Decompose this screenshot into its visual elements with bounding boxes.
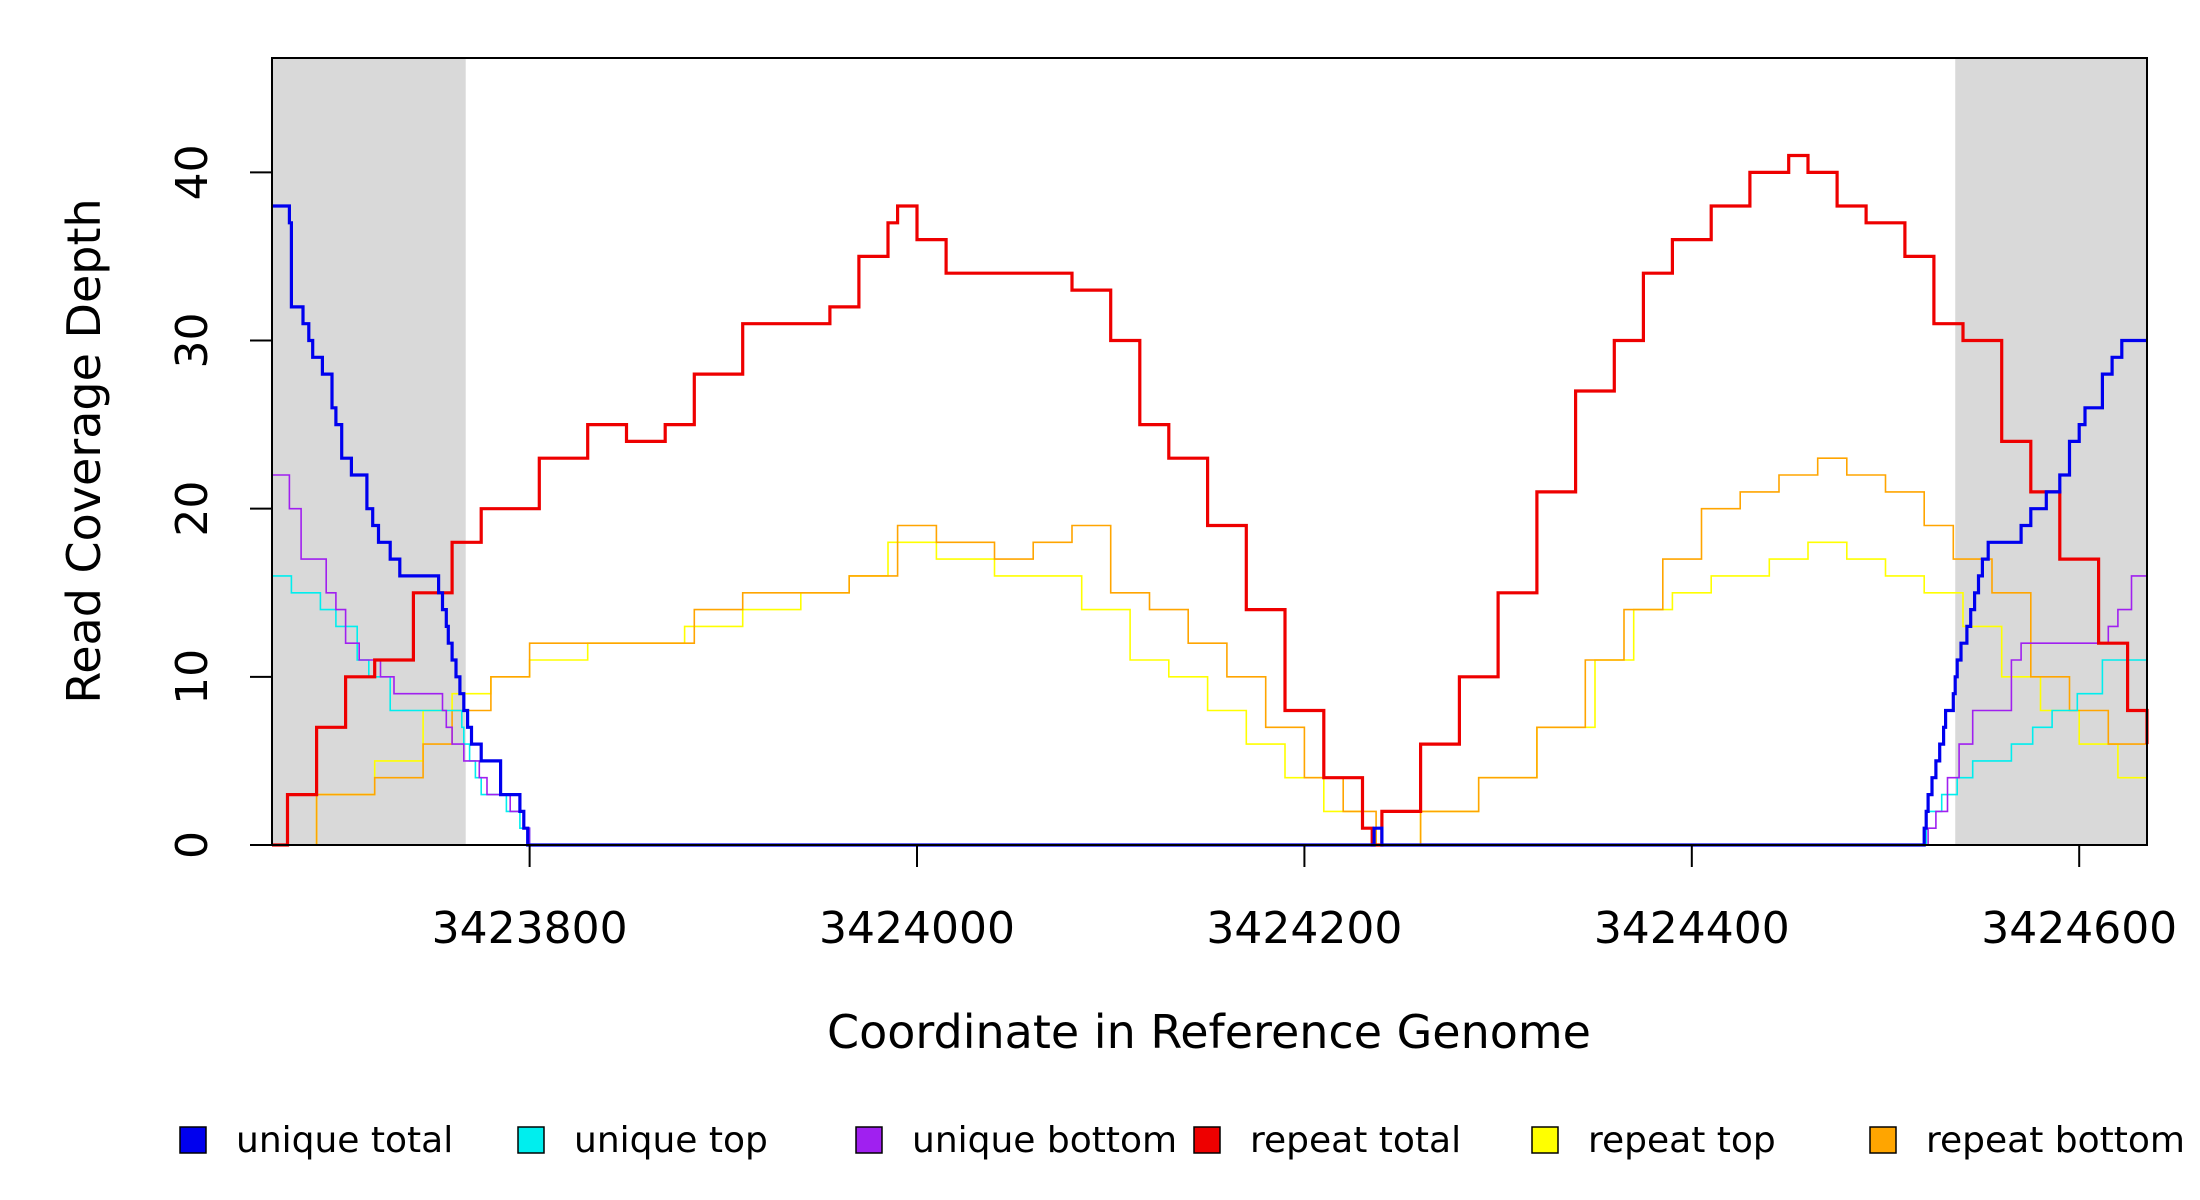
legend-item-unique-total: unique total: [179, 1120, 453, 1161]
x-axis: 3423800 3424000 3424200 3424400 3424600: [432, 845, 2177, 954]
legend-label: unique bottom: [912, 1120, 1177, 1161]
y-tick-label: 10: [167, 649, 218, 705]
legend-item-repeat-total: repeat total: [1193, 1120, 1461, 1161]
legend-label: repeat bottom: [1926, 1120, 2185, 1161]
y-axis-title: Read Coverage Depth: [57, 198, 111, 703]
legend-swatch: [517, 1126, 545, 1154]
x-tick-label: 3424200: [1206, 903, 1402, 954]
y-tick-label: 40: [167, 144, 218, 200]
series-lines: [272, 153, 2149, 847]
legend-item-repeat-bottom: repeat bottom: [1869, 1120, 2185, 1161]
legend-swatch: [1531, 1126, 1559, 1154]
legend-label: repeat top: [1588, 1120, 1776, 1161]
legend-swatch: [855, 1126, 883, 1154]
x-tick-label: 3424000: [819, 903, 1015, 954]
y-tick-label: 30: [167, 313, 218, 369]
legend-label: repeat total: [1250, 1120, 1461, 1161]
y-axis: 0 10 20 30 40: [167, 144, 272, 859]
legend-item-unique-top: unique top: [517, 1120, 768, 1161]
shaded-regions: [272, 58, 2147, 845]
legend-item-unique-bottom: unique bottom: [855, 1120, 1177, 1161]
series-line-unique-total: [272, 204, 2147, 847]
legend: unique total unique top unique bottom repea…: [179, 1120, 2185, 1161]
legend-swatch: [1193, 1126, 1221, 1154]
y-tick-label: 20: [167, 481, 218, 537]
shaded-region-1: [272, 58, 466, 845]
x-tick-label: 3423800: [432, 903, 628, 954]
x-axis-title: Coordinate in Reference Genome: [827, 1005, 1591, 1059]
plot-frame: [271, 57, 2148, 846]
legend-label: unique total: [236, 1120, 453, 1161]
shaded-region-2: [1955, 58, 2147, 845]
legend-label: unique top: [574, 1120, 768, 1161]
x-tick-label: 3424600: [1981, 903, 2177, 954]
legend-item-repeat-top: repeat top: [1531, 1120, 1776, 1161]
series-line-repeat-top: [272, 541, 2148, 846]
series-line-repeat-total: [272, 153, 2149, 847]
legend-swatch: [179, 1126, 207, 1154]
y-tick-label: 0: [167, 831, 218, 859]
series-line-repeat-bottom: [272, 457, 2148, 846]
x-tick-label: 3424400: [1594, 903, 1790, 954]
legend-swatch: [1869, 1126, 1897, 1154]
